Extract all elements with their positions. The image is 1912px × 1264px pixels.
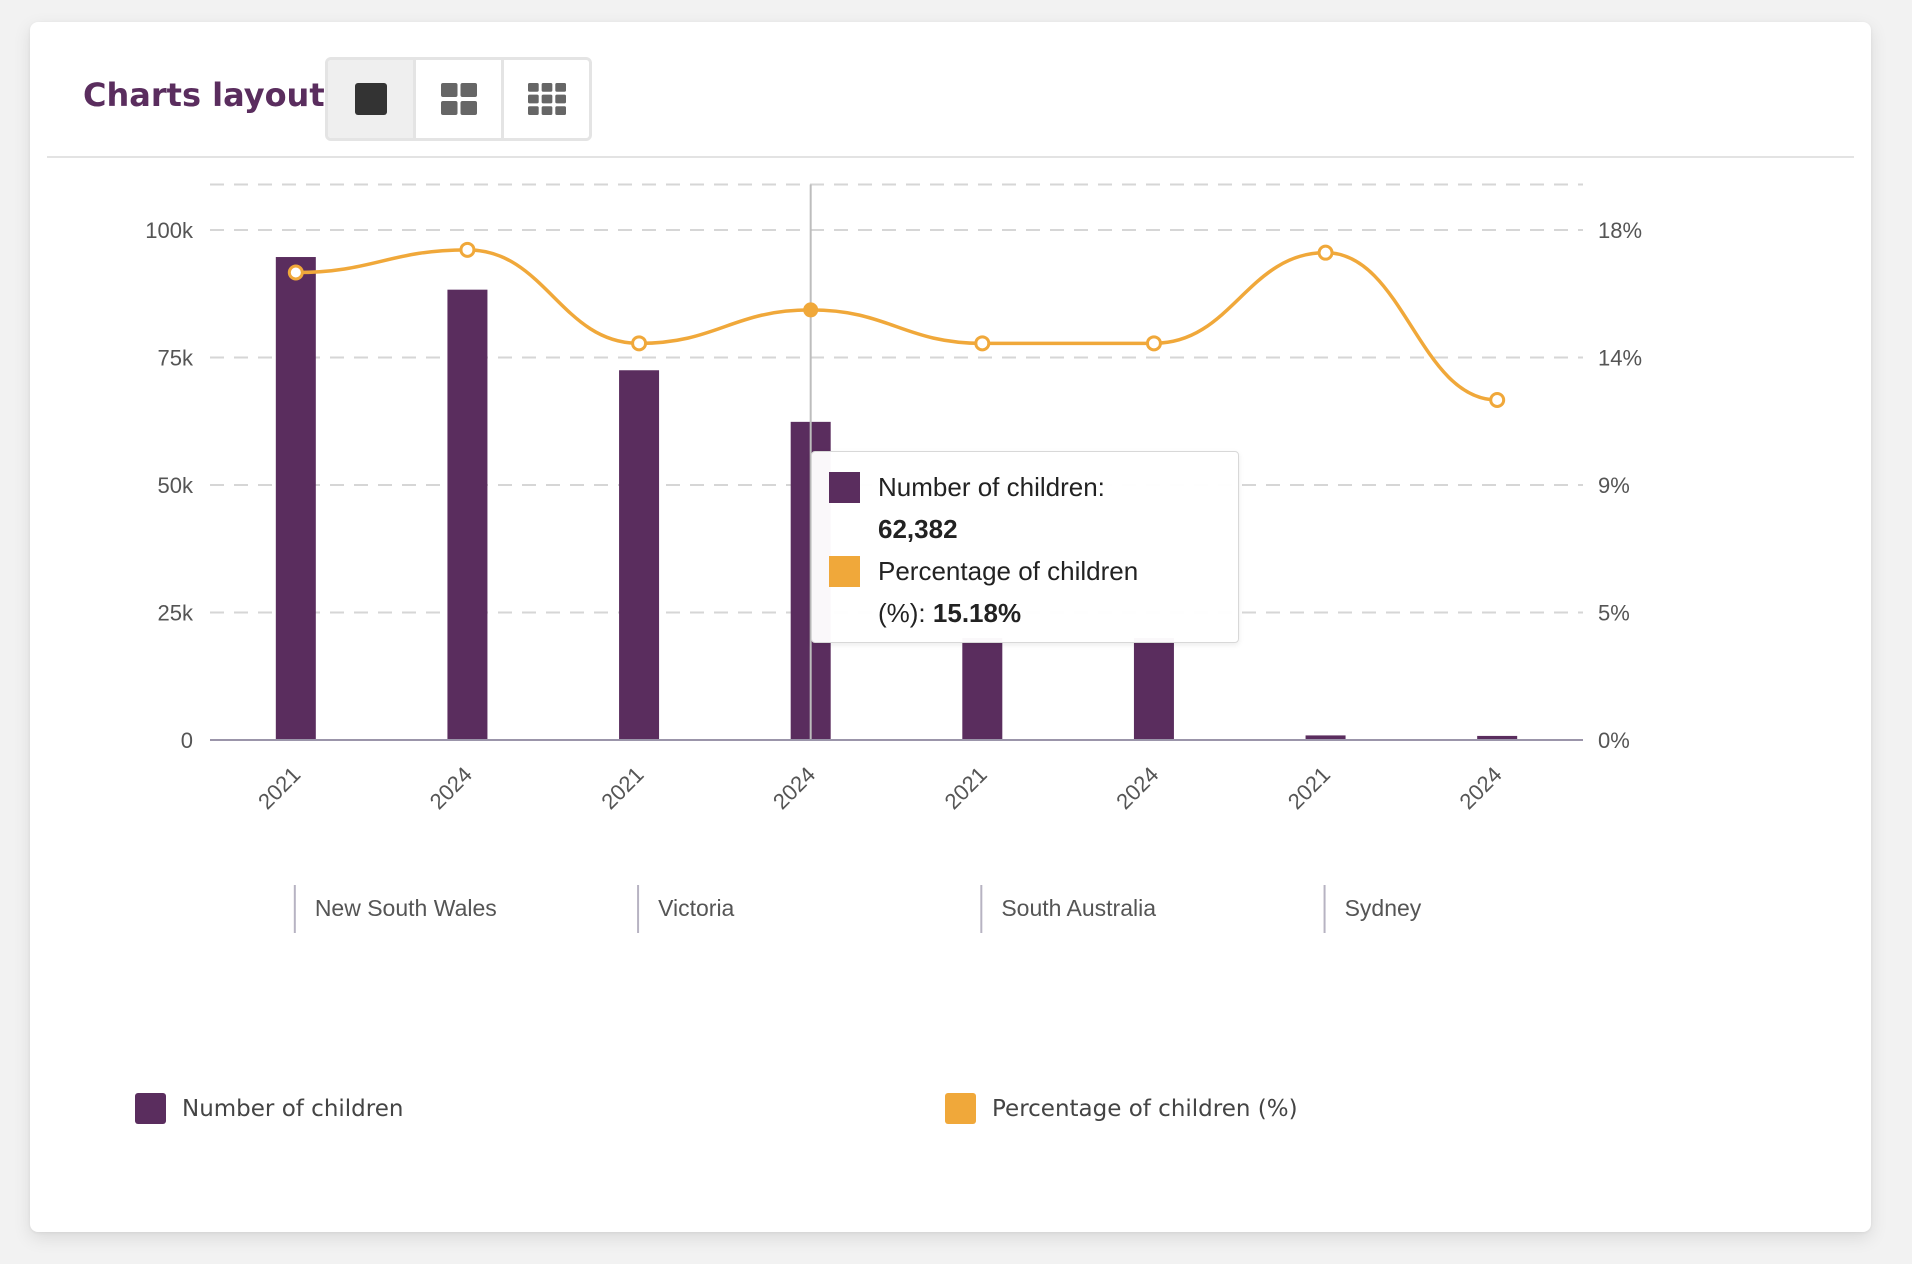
legend-item-number-of-children[interactable]: Number of children — [135, 1093, 403, 1124]
y-right-tick-label: 0% — [1598, 728, 1630, 753]
y-left-tick-label: 25k — [158, 601, 194, 626]
two-by-two-grid-layout-icon — [440, 83, 477, 115]
single-chart-layout-icon — [354, 83, 387, 115]
x-tick-label: 2024 — [1111, 762, 1163, 814]
x-tick-label: 2021 — [596, 762, 648, 814]
layout-switcher — [325, 57, 592, 141]
x-tick-label: 2024 — [768, 762, 820, 814]
y-right-tick-label: 9% — [1598, 473, 1630, 498]
line-point-percentage — [459, 241, 476, 258]
bar-number-of-children — [1477, 735, 1518, 740]
y-left-tick-label: 50k — [158, 473, 194, 498]
line-point-percentage — [1489, 392, 1506, 408]
x-tick-label: 2024 — [1454, 762, 1506, 814]
line-point-percentage — [803, 302, 819, 318]
tooltip-series2-label: Percentage of children — [878, 556, 1139, 586]
x-tick-label: 2021 — [253, 762, 305, 814]
legend-label-number-of-children: Number of children — [182, 1095, 404, 1122]
tooltip-series2-value: 15.18% — [932, 598, 1022, 628]
group-label: Victoria — [658, 895, 734, 921]
y-left-tick-label: 0 — [181, 728, 193, 753]
group-label: Sydney — [1345, 895, 1422, 921]
bar-number-of-children — [619, 370, 660, 740]
bar-number-of-children — [1133, 638, 1174, 740]
tooltip-swatch-line — [829, 556, 860, 587]
line-point-percentage — [631, 335, 648, 352]
charts-layout-label: Charts layout: — [83, 76, 338, 114]
tooltip-swatch-bar — [829, 472, 860, 503]
single-layout-button[interactable] — [328, 60, 416, 138]
combo-chart: 0 25k 50k 75k 100k 0% 5% 9% 14% 18% 2021 2024 2021 20… — [145, 183, 1642, 933]
y-right-tick-label: 18% — [1598, 218, 1642, 243]
tooltip-series1-value: 62,382 — [878, 514, 958, 544]
chart-toolbar: Charts layout: — [30, 22, 1871, 158]
legend-label-percentage-of-children: Percentage of children (%) — [992, 1095, 1298, 1122]
chart-card: Charts layout: — [30, 22, 1871, 1232]
tooltip-series2-label-suffix: (%): — [878, 598, 926, 628]
tooltip-series1-label: Number of children: — [878, 472, 1105, 502]
line-point-percentage — [1317, 244, 1334, 261]
tooltip-row-number-of-children: Number of children: 62,382 — [829, 471, 1105, 550]
y-left-tick-label: 100k — [145, 218, 194, 243]
y-right-tick-label: 14% — [1598, 346, 1642, 371]
three-column-layout-button[interactable] — [504, 60, 589, 138]
x-tick-label: 2021 — [940, 762, 992, 814]
toolbar-divider — [47, 156, 1854, 158]
x-tick-label: 2024 — [425, 762, 477, 814]
chart-tooltip: Number of children: 62,382 Percentage of… — [811, 451, 1239, 643]
y-right-tick-label: 5% — [1598, 601, 1630, 626]
bar-number-of-children — [447, 289, 488, 740]
legend-swatch-bar — [135, 1093, 166, 1124]
line-point-percentage — [974, 335, 991, 352]
line-point-percentage — [1145, 335, 1162, 352]
three-by-three-grid-layout-icon — [527, 83, 566, 115]
group-label: South Australia — [1001, 895, 1156, 921]
legend-swatch-line — [945, 1093, 976, 1124]
legend-item-percentage-of-children[interactable]: Percentage of children (%) — [945, 1093, 1298, 1124]
bar-number-of-children — [275, 257, 316, 740]
group-label: New South Wales — [315, 895, 497, 921]
bar-number-of-children — [962, 638, 1003, 740]
tooltip-row-percentage: Percentage of children (%): 15.18% — [829, 555, 1138, 634]
x-tick-label: 2021 — [1283, 762, 1335, 814]
line-point-percentage — [287, 264, 304, 281]
two-column-layout-button[interactable] — [416, 60, 504, 138]
bar-number-of-children — [1305, 735, 1346, 740]
y-left-tick-label: 75k — [158, 346, 194, 371]
